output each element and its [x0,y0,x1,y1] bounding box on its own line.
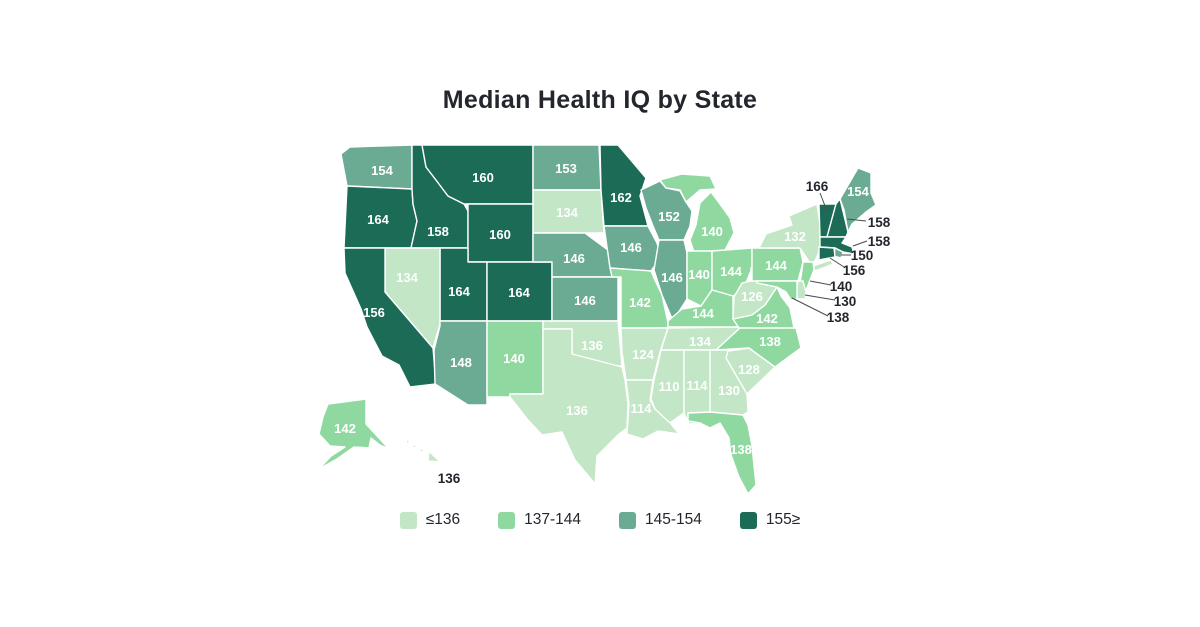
state-value-label-pa: 144 [765,258,787,273]
state-value-label-al: 114 [687,378,709,393]
legend-item-2: 145-154 [619,511,702,529]
state-tx [509,328,629,485]
state-value-label-ut: 164 [448,284,470,299]
state-value-label-la: 114 [631,401,653,416]
state-value-label-mn: 162 [610,190,632,205]
state-value-label-in: 140 [688,267,710,282]
callout-leader-line-ma [852,240,868,247]
state-mn [599,144,649,227]
callout-value-label-nj: 140 [830,279,853,294]
state-value-label-ok: 136 [581,338,603,353]
callout-value-label-hi: 136 [438,471,461,486]
callout-value-label-ri: 150 [851,248,874,263]
state-value-label-ca: 156 [363,305,385,320]
state-la [625,379,680,440]
state-value-label-ia: 146 [620,240,642,255]
chart-title: Median Health IQ by State [442,86,758,114]
state-ny [812,259,834,272]
state-value-label-me: 154 [847,184,869,199]
state-value-label-ky: 144 [692,306,714,321]
callout-leader-line-md [791,297,829,317]
state-mi [659,173,717,203]
state-value-label-sd: 134 [556,205,578,220]
legend-swatch-3 [739,511,757,529]
state-value-label-id: 158 [427,224,449,239]
callout-value-label-de: 130 [834,294,857,309]
callout-leader-line-vt [819,192,828,212]
state-ca [343,247,437,388]
state-value-label-il: 146 [661,270,683,285]
callout-value-label-ct: 156 [843,263,866,278]
state-value-label-oh: 144 [720,264,742,279]
callout-value-label-nh: 158 [868,215,891,230]
state-value-label-sc: 128 [738,362,760,377]
state-value-label-ak: 142 [334,421,356,436]
state-hi [419,447,426,453]
legend-label-2: 145-154 [645,511,702,528]
state-value-label-wv: 126 [741,289,763,304]
state-value-label-nc: 138 [759,334,781,349]
legend-swatch-2 [619,511,636,529]
state-value-label-mo: 142 [629,295,651,310]
state-value-label-wi: 152 [658,209,680,224]
state-value-label-ms: 110 [659,379,680,394]
state-value-label-tx: 136 [566,403,588,418]
state-value-label-va: 142 [756,311,778,326]
state-mi [689,191,735,253]
state-value-label-co: 164 [508,285,530,300]
state-value-label-ks: 146 [574,293,596,308]
state-value-label-az: 148 [450,355,472,370]
state-ct [818,246,836,261]
legend-label-3: 155≥ [765,511,801,528]
state-value-label-or: 164 [367,212,389,227]
state-sd [532,189,605,234]
state-ak [318,398,390,470]
state-value-label-ny: 132 [784,229,806,244]
callout-value-label-md: 138 [827,310,850,325]
callout-leader-line-nh [846,218,867,222]
callout-leader-line-de [804,294,836,301]
state-value-label-nm: 140 [503,351,525,366]
state-hi [412,443,418,449]
state-hi [405,438,411,445]
legend-swatch-1 [498,511,516,529]
state-md [756,280,798,301]
state-value-label-ar: 124 [632,347,654,362]
state-fl [687,411,757,495]
callout-leader-line-nj [809,280,832,286]
legend-label-0: ≤136 [425,511,461,528]
legend-item-1: 137-144 [498,511,581,529]
legend-item-3: 155≥ [739,511,801,529]
state-value-label-tn: 134 [689,334,711,349]
callout-value-label-vt: 166 [806,179,829,194]
state-value-label-wa: 154 [371,163,393,178]
state-nc [715,326,802,368]
state-value-label-wy: 160 [489,227,511,242]
callout-value-label-ma: 158 [868,234,891,249]
state-value-label-ga: 130 [718,383,740,398]
state-me [839,167,877,233]
state-value-label-ne: 146 [563,251,585,266]
legend-swatch-0 [399,511,417,529]
state-value-label-mi: 140 [701,224,723,239]
legend: ≤136 137-144 145-154 155≥ [0,511,1200,529]
state-hi [427,450,441,463]
state-value-label-fl: 138 [730,442,752,457]
legend-item-0: ≤136 [399,511,461,529]
state-nh [826,198,849,238]
state-value-label-mt: 160 [472,170,494,185]
state-value-label-nv: 134 [396,270,418,285]
callout-leader-line-ct [829,257,845,268]
legend-label-1: 137-144 [524,511,581,528]
state-value-label-nd: 153 [555,161,577,176]
